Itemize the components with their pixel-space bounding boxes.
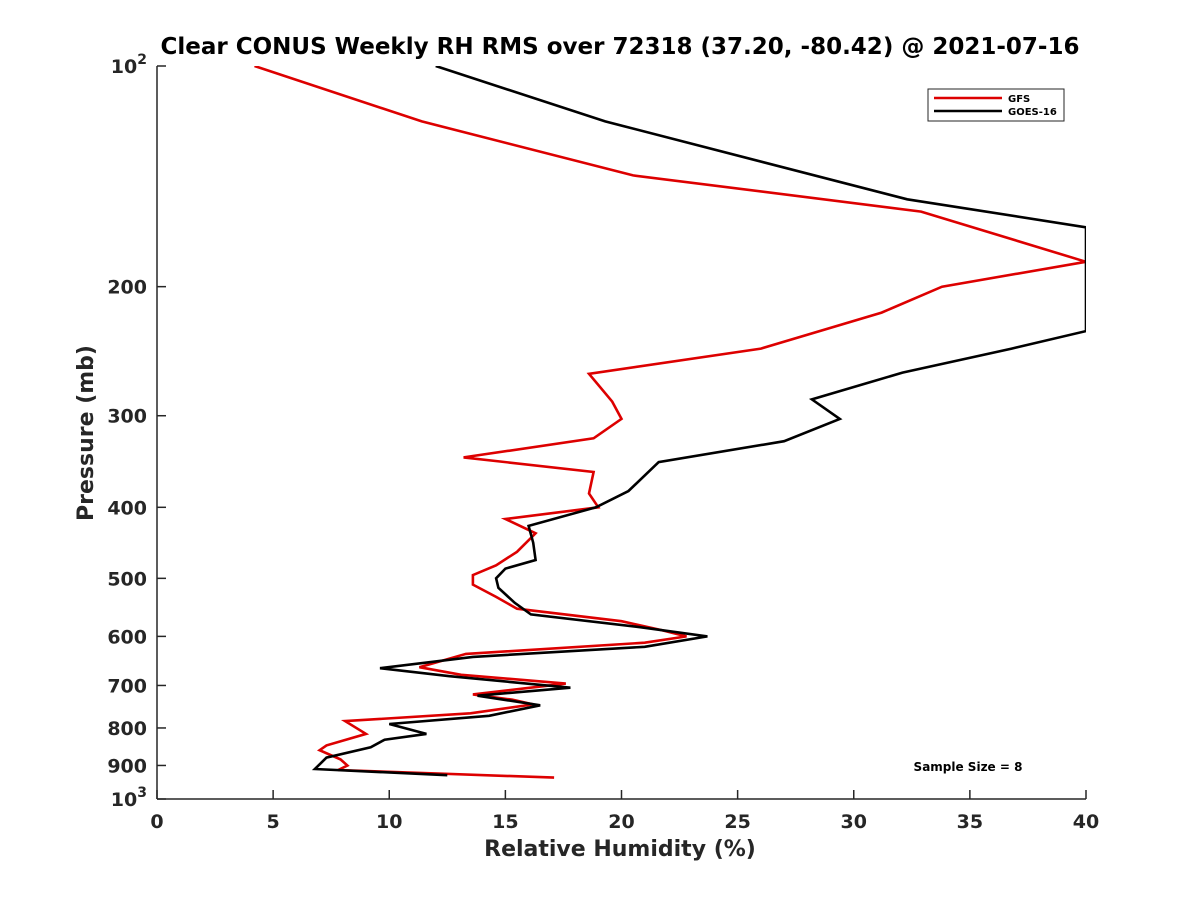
y-tick-label: 400 xyxy=(107,497,147,519)
x-tick-label: 0 xyxy=(150,811,163,833)
y-tick-label: 900 xyxy=(107,755,147,777)
legend-label-goes16: GOES-16 xyxy=(1008,107,1057,118)
x-tick-label: 35 xyxy=(957,811,983,833)
x-tick-label: 30 xyxy=(841,811,867,833)
series-line-goes16 xyxy=(311,66,1086,777)
axes-layer: 0 5 10 15 20 25 30 35 40 102 200 300 400 500 600 700 800… xyxy=(107,52,1099,833)
y-tick-label: 102 xyxy=(111,52,147,78)
y-tick-label: 600 xyxy=(107,626,147,648)
y-tick-label: 103 xyxy=(111,785,147,811)
x-tick-label: 40 xyxy=(1073,811,1099,833)
chart-title: Clear CONUS Weekly RH RMS over 72318 (37… xyxy=(161,34,1080,60)
sample-size-annotation: Sample Size = 8 xyxy=(914,760,1023,774)
y-tick-label: 200 xyxy=(107,277,147,299)
legend: GFS GOES-16 xyxy=(927,88,1065,122)
x-tick-label: 5 xyxy=(267,811,280,833)
x-tick-label: 15 xyxy=(492,811,518,833)
y-tick-label: 800 xyxy=(107,718,147,740)
x-tick-label: 20 xyxy=(608,811,634,833)
y-tick-label: 700 xyxy=(107,675,147,697)
series-layer xyxy=(254,66,1086,779)
x-tick-label: 10 xyxy=(376,811,402,833)
legend-label-gfs: GFS xyxy=(1008,94,1030,105)
series-line-gfs xyxy=(254,66,1086,779)
legend-box xyxy=(927,88,1065,122)
y-axis-label: Pressure (mb) xyxy=(74,345,99,521)
y-tick-label: 300 xyxy=(107,406,147,428)
x-tick-label: 25 xyxy=(724,811,750,833)
y-tick-label: 500 xyxy=(107,568,147,590)
x-axis-label: Relative Humidity (%) xyxy=(484,837,756,862)
